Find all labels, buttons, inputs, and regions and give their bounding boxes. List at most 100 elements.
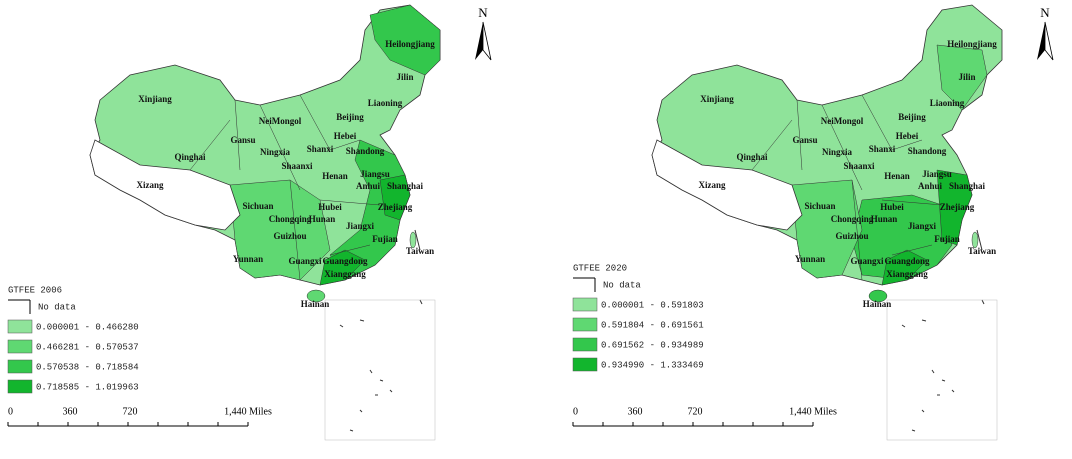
legend-label: No data: [38, 302, 76, 312]
legend-label: No data: [603, 280, 641, 290]
legend-swatch: [7, 319, 33, 334]
region: [229, 179, 331, 281]
province-label: Beijing: [898, 112, 926, 122]
region: [936, 169, 973, 246]
province-label: Jiangxi: [346, 221, 375, 231]
province-label: Liaoning: [368, 98, 403, 108]
scale-label: 1,440 Miles: [224, 406, 272, 417]
map: Heilongjiang Jilin Liaoning Xinjiang NeiMong…: [7, 4, 492, 441]
province-label: Shandong: [346, 146, 385, 156]
legend-label: 0.000001 - 0.466280: [36, 322, 139, 332]
scale-label: 360: [63, 406, 78, 417]
province-label: Gansu: [230, 135, 255, 145]
province-label: Hebei: [896, 131, 919, 141]
province-label: Taiwan: [406, 246, 434, 256]
legend-label: 0.591804 - 0.691561: [601, 320, 704, 330]
province-label: Shanxi: [869, 144, 896, 154]
scale-label: 0: [573, 406, 578, 417]
province-label: Chongqing: [831, 214, 874, 224]
province-label: Zhejiang: [940, 202, 975, 212]
province-label: Sichuan: [242, 201, 273, 211]
province-borders: [189, 94, 381, 281]
province-label: Qinghai: [736, 152, 768, 162]
region: [881, 249, 928, 286]
province-label: Xinjiang: [700, 94, 734, 104]
legend-label: 0.691562 - 0.934989: [601, 340, 704, 350]
province-label: Xianggang: [324, 269, 366, 279]
province-label: Shaanxi: [843, 161, 875, 171]
province-label: Beijing: [336, 112, 364, 122]
legend-title: GTFEE 2006: [8, 285, 62, 295]
province-label: Liaoning: [930, 98, 965, 108]
province-label: Hubei: [880, 202, 904, 212]
province-label: Guangxi: [288, 256, 322, 266]
province-label: Shaanxi: [281, 161, 313, 171]
province-label: Ningxia: [260, 147, 291, 157]
province-label: Guangdong: [884, 256, 930, 266]
province-label: Jilin: [396, 72, 413, 82]
hainan-island: [306, 289, 326, 303]
province-label: Anhui: [918, 181, 943, 191]
province-label: Guizhou: [835, 231, 868, 241]
north-arrow: [475, 22, 483, 60]
scale-label: 720: [688, 406, 703, 417]
province-label: Hunan: [309, 214, 336, 224]
province-label: NeiMongol: [821, 116, 864, 126]
north-arrow-half: [1044, 21, 1054, 61]
province-label: Anhui: [356, 181, 381, 191]
province-label: Jiangsu: [922, 169, 952, 179]
legend-label: 0.718585 - 1.019963: [36, 382, 139, 392]
province-label: Guizhou: [273, 231, 306, 241]
legend-label: 0.934990 - 1.333469: [601, 360, 704, 370]
province-label: Xizang: [137, 180, 165, 190]
scale-label: 1,440 Miles: [789, 406, 837, 417]
map: Heilongjiang Jilin Liaoning Xinjiang NeiMong…: [572, 4, 1054, 441]
legend-swatch: [572, 297, 598, 312]
province-label: Hainan: [301, 299, 330, 309]
south-sea-frame: [886, 299, 998, 441]
province-label: Yunnan: [795, 254, 825, 264]
province-label: Yunnan: [233, 254, 263, 264]
legend-swatch: [572, 317, 598, 332]
north-label: N: [1040, 5, 1050, 20]
province-label: Jilin: [958, 72, 975, 82]
legend-swatch: [7, 379, 33, 394]
north-arrow-half: [482, 21, 492, 61]
region: [319, 249, 366, 286]
legend-label: 0.466281 - 0.570537: [36, 342, 139, 352]
province-label: Xianggang: [886, 269, 928, 279]
province-label: Hainan: [863, 299, 892, 309]
taiwan-island: [971, 231, 979, 249]
scale-label: 360: [628, 406, 643, 417]
region: [936, 44, 988, 111]
province-label: Qinghai: [174, 152, 206, 162]
sea-islands: [901, 229, 985, 432]
province-label: Hunan: [871, 214, 898, 224]
north-arrow: [1037, 22, 1045, 60]
province-label: Ningxia: [822, 147, 853, 157]
province-label: Taiwan: [968, 246, 996, 256]
province-label: Zhejiang: [378, 202, 413, 212]
legend-swatch: [572, 337, 598, 352]
province-label: Gansu: [792, 135, 817, 145]
province-label: Fujian: [934, 234, 960, 244]
province-label: Heilongjiang: [947, 39, 997, 49]
legend-label: 0.000001 - 0.591803: [601, 300, 704, 310]
province-label: Chongqing: [269, 214, 312, 224]
province-label: Guangxi: [850, 256, 884, 266]
legend-swatch: [7, 359, 33, 374]
legend-label: 0.570538 - 0.718584: [36, 362, 139, 372]
hainan-island: [868, 289, 888, 303]
region: [369, 4, 441, 76]
scale-label: 0: [8, 406, 13, 417]
south-sea-frame: [324, 299, 436, 441]
province-label: Heilongjiang: [385, 39, 435, 49]
province-label: Jiangxi: [908, 221, 937, 231]
region: [791, 179, 863, 279]
province-label: Shanghai: [387, 181, 424, 191]
province-label: Henan: [322, 171, 348, 181]
province-label: Jiangsu: [360, 169, 390, 179]
province-label: Xinjiang: [138, 94, 172, 104]
legend-title: GTFEE 2020: [573, 263, 627, 273]
